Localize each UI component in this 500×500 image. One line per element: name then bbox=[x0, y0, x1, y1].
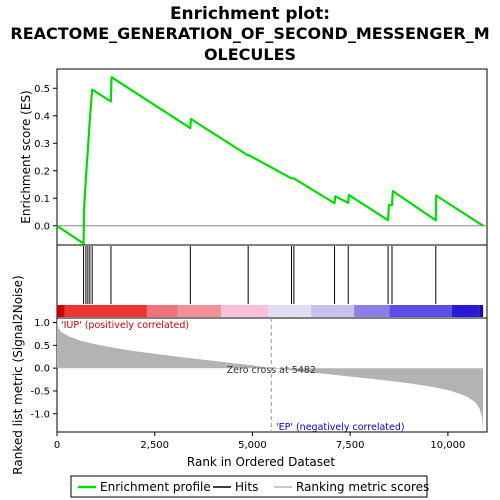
es-ytick-label: 0.2 bbox=[34, 166, 50, 177]
rank-metric-axis-label: Ranked list metric (Signal2Noise) bbox=[11, 275, 25, 474]
rank-color-segment bbox=[57, 305, 65, 317]
ranking-metric-area bbox=[57, 318, 484, 432]
rank-xtick-label: 2,500 bbox=[140, 440, 169, 451]
chart-title-line-3: OLECULES bbox=[204, 45, 296, 64]
rank-axis-label: Rank in Ordered Dataset bbox=[187, 455, 335, 469]
chart-title-line-1: Enrichment plot: bbox=[170, 4, 330, 24]
negative-correlation-label: 'EP' (negatively correlated) bbox=[276, 422, 405, 433]
rank-ytick-label: 0.5 bbox=[34, 341, 50, 352]
rank-color-segment bbox=[354, 305, 390, 317]
rank-color-segment bbox=[146, 305, 179, 317]
legend-label-enrichment: Enrichment profile bbox=[100, 480, 211, 494]
rank-color-segment bbox=[221, 305, 269, 317]
rank-ytick-label: -1.0 bbox=[30, 409, 50, 420]
rank-xtick-label: 0 bbox=[54, 440, 60, 451]
es-axis-label: Enrichment score (ES) bbox=[19, 90, 33, 223]
rank-xtick-label: 7,500 bbox=[336, 440, 365, 451]
rank-color-segment bbox=[311, 305, 355, 317]
chart-title-line-2: REACTOME_GENERATION_OF_SECOND_MESSENGER_… bbox=[10, 24, 489, 43]
rank-ytick-label: 1.0 bbox=[34, 318, 50, 329]
legend-label-hits: Hits bbox=[235, 480, 258, 494]
rank-panel-frame bbox=[56, 317, 488, 433]
es-ytick-label: 0.5 bbox=[34, 84, 50, 95]
es-ytick-label: 0.3 bbox=[34, 139, 50, 150]
legend-box bbox=[70, 475, 428, 498]
rank-color-segment bbox=[479, 305, 484, 317]
zero-cross-label: Zero cross at 5482 bbox=[227, 365, 316, 376]
enrichment-profile-line bbox=[56, 76, 484, 245]
es-panel: 0.0 0.1 0.2 0.3 0.4 0.5 bbox=[34, 76, 487, 245]
positive-correlation-label: 'IUP' (positively correlated) bbox=[61, 320, 189, 331]
rank-panel: -1.0 -0.5 0.0 0.5 1.0 0 2,500 5,000 7,500 10,000 Z… bbox=[30, 318, 484, 451]
rank-xtick-label: 5,000 bbox=[238, 440, 267, 451]
legend-label-ranking: Ranking metric scores bbox=[296, 480, 429, 494]
rank-color-segment bbox=[178, 305, 222, 317]
rank-color-segment bbox=[268, 305, 312, 317]
es-ytick-label: 0.4 bbox=[34, 111, 50, 122]
rank-color-segment bbox=[64, 305, 147, 317]
rank-ytick-label: -0.5 bbox=[30, 386, 50, 397]
es-ytick-label: 0.0 bbox=[34, 221, 50, 232]
es-ytick-label: 0.1 bbox=[34, 194, 50, 205]
rank-color-segment bbox=[389, 305, 452, 317]
rank-ytick-label: 0.0 bbox=[34, 364, 50, 375]
rank-xtick-label: 10,000 bbox=[430, 440, 465, 451]
hits-panel bbox=[57, 246, 484, 317]
rank-color-segment bbox=[451, 305, 480, 317]
